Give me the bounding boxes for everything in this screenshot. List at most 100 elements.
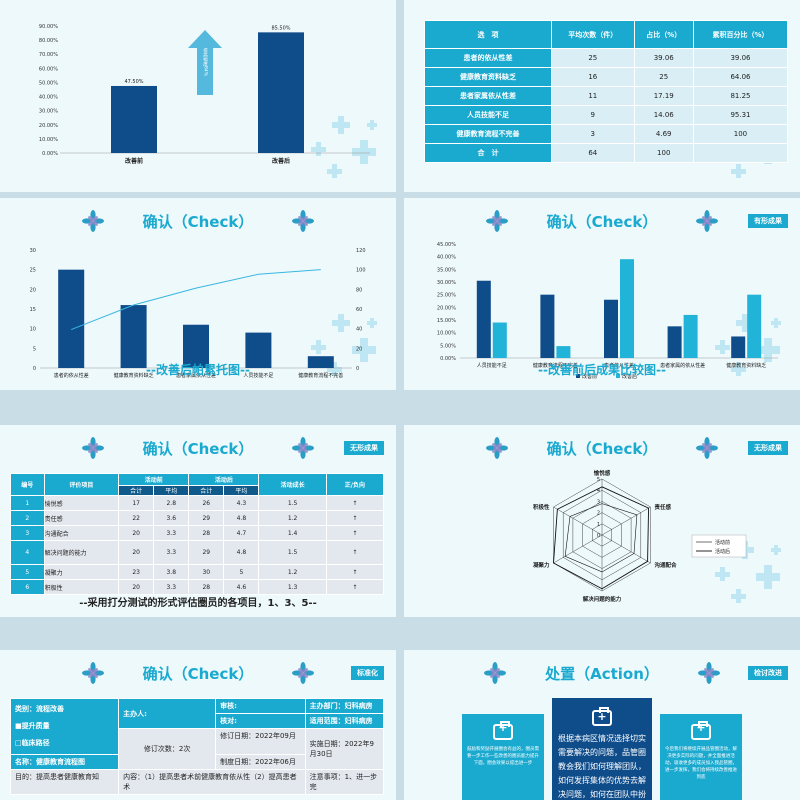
radar-axis-label: 解决问题的能力 bbox=[583, 595, 622, 603]
table-row: 人员技能不足 9 14.06 95.31 bbox=[423, 105, 789, 125]
column-subheader: 合计 bbox=[118, 485, 155, 496]
table-cell: 合 计 bbox=[423, 143, 553, 163]
bar bbox=[747, 294, 762, 358]
slide-radar[interactable]: 确认（Check） 无形成果 5 4 3 2 1 0 愉悦感 责任感 沟通配合 解决问题的能力 凝聚… bbox=[404, 425, 800, 617]
bar bbox=[556, 346, 571, 358]
table-cell: 28 bbox=[188, 579, 225, 595]
table-cell: 25 bbox=[633, 67, 694, 87]
table-cell: 5 bbox=[223, 564, 260, 580]
slide-intangible-table[interactable]: 确认（Check） 无形成果 编号 评价项目 活动前 活动后 活动成长 正/负向… bbox=[0, 425, 396, 617]
table-row: 健康教育流程不完善 3 4.69 100 bbox=[423, 124, 789, 144]
table-cell: 23 bbox=[118, 564, 155, 580]
action-text-right: 今后我们将继续开展品管圈活动，解决更多实际的问题，并全面推进活动，吸收更多的成员… bbox=[665, 747, 737, 780]
slide-title: 处置（Action） bbox=[545, 664, 659, 683]
y-tick-label: 15.00% bbox=[437, 318, 456, 324]
flower-icon bbox=[81, 437, 104, 459]
bar bbox=[245, 332, 272, 368]
table-row: 患者的依从性差 25 39.06 39.06 bbox=[423, 48, 789, 68]
bar bbox=[58, 269, 85, 368]
table-cell: 6 bbox=[10, 579, 45, 595]
slide-standardization[interactable]: 确认（Check） 标准化 类别：流程改善 ■提升质量 □临床路径 主办人: 审… bbox=[0, 650, 396, 800]
slide-before-after-compare[interactable]: 确认（Check） 有形成果 45.00% 40.00% 35.00% 30.00% 2… bbox=[404, 198, 800, 390]
arrow-up-icon bbox=[188, 30, 222, 95]
y2-tick-label: 20 bbox=[356, 346, 362, 352]
y-tick-label: 25.00% bbox=[437, 293, 456, 299]
table-cell: 95.31 bbox=[692, 105, 789, 125]
slide-improvement-bar[interactable]: 90.00% 80.00% 70.00% 60.00% 50.00% 40.00% 30.0… bbox=[0, 0, 396, 192]
table-cell: 1.5 bbox=[258, 540, 327, 565]
purpose-field: 目的：提高患者健康教育知 bbox=[9, 769, 120, 795]
table-cell: 4.3 bbox=[223, 495, 260, 511]
table-cell: 3.6 bbox=[153, 510, 190, 526]
bar bbox=[183, 324, 209, 368]
radar-spoke bbox=[601, 506, 651, 536]
radar-tick-label: 3 bbox=[597, 499, 600, 505]
table-row: 患者家属依从性差 11 17.19 81.25 bbox=[423, 86, 789, 106]
table-cell bbox=[692, 143, 789, 163]
improvement-bar-chart: 90.00% 80.00% 70.00% 60.00% 50.00% 40.00% 30.0… bbox=[39, 24, 370, 165]
table-cell: 20 bbox=[118, 540, 155, 565]
table-cell: 14.06 bbox=[633, 105, 694, 125]
table-cell: 29 bbox=[188, 510, 225, 526]
slide-action[interactable]: 处置（Action） 检讨改进 鼓励和奖励开展圈会有益的，圈员需要一步工作一些改… bbox=[404, 650, 800, 800]
column-header: 正/负向 bbox=[325, 473, 385, 496]
y-tick-label: 10 bbox=[30, 327, 36, 333]
table-cell: 20 bbox=[118, 579, 155, 595]
radar-axis-label: 愉悦感 bbox=[594, 469, 611, 477]
table-row: 3 沟通配合 20 3.3 28 4.7 1.4 ↑ bbox=[10, 525, 385, 541]
slide-header: 确认（Check） bbox=[0, 210, 396, 234]
legend-swatch bbox=[616, 374, 620, 378]
slide-title: 确认（Check） bbox=[142, 439, 254, 458]
table-cell: 健康教育资料缺乏 bbox=[423, 67, 553, 87]
action-box-left: 鼓励和奖励开展圈会有益的，圈员需要一步工作一些改善的圈员能力提升下面，圈会效果以… bbox=[462, 714, 544, 800]
radar-tick-label: 4 bbox=[597, 488, 600, 494]
table-cell: 4.6 bbox=[223, 579, 260, 595]
chart-caption: --改善前后成果比较图-- bbox=[538, 363, 666, 377]
y2-tick-label: 100 bbox=[356, 268, 366, 274]
radar-spoke bbox=[601, 534, 651, 564]
form-name: 名称：健康教育流程图 bbox=[9, 754, 120, 770]
slide-pareto-after[interactable]: 确认（Check） 30 25 20 15 10 5 0 120 100 80 60 40 20 0 患者的… bbox=[0, 198, 396, 390]
flower-icon bbox=[697, 662, 720, 684]
table-cell: 3.3 bbox=[153, 540, 190, 565]
bar bbox=[120, 305, 147, 368]
y-tick-label: 0.00% bbox=[42, 151, 58, 157]
table-cell: 4.7 bbox=[223, 525, 260, 541]
column-header: 占比（%） bbox=[633, 20, 694, 49]
table-cell: 4.8 bbox=[223, 510, 260, 526]
pareto-data-table: 选 项 平均次数（件） 占比（%） 累积百分比（%） 患者的依从性差 25 39.0… bbox=[423, 20, 789, 163]
flower-icon bbox=[292, 437, 315, 459]
standard-form-table: 类别：流程改善 ■提升质量 □临床路径 主办人: 审核: 主办部门：妇科病房 核… bbox=[9, 698, 385, 795]
table-cell: 3 bbox=[10, 525, 45, 541]
slide-pareto-table[interactable]: 选 项 平均次数（件） 占比（%） 累积百分比（%） 患者的依从性差 25 39.0… bbox=[404, 0, 800, 192]
y-tick-label: 50.00% bbox=[39, 80, 58, 86]
table-cell: ↑ bbox=[325, 510, 385, 526]
flower-icon bbox=[484, 662, 506, 684]
radar-tick-label: 5 bbox=[597, 477, 600, 483]
section-tag: 无形成果 bbox=[344, 441, 384, 455]
table-row: 2 责任感 22 3.6 29 4.8 1.2 ↑ bbox=[10, 510, 385, 526]
medical-kit-icon bbox=[592, 707, 612, 726]
radar-tick-label: 2 bbox=[597, 511, 600, 517]
table-row: 5 凝聚力 23 3.8 30 5 1.2 ↑ bbox=[10, 564, 385, 580]
arrow-label: 提高幅度84% bbox=[203, 47, 209, 77]
table-cell: 1 bbox=[10, 495, 45, 511]
medical-kit-icon bbox=[691, 721, 711, 740]
table-row: 4 解决问题的能力 20 3.3 29 4.8 1.5 ↑ bbox=[10, 540, 385, 565]
table-cell: 2.8 bbox=[153, 495, 190, 511]
action-box-right: 今后我们将继续开展品管圈活动，解决更多实际的问题，并全面推进活动，吸收更多的成员… bbox=[660, 714, 742, 800]
table-row: 健康教育资料缺乏 16 25 64.06 bbox=[423, 67, 789, 87]
data-label: 47.50% bbox=[124, 79, 143, 85]
column-subheader: 合计 bbox=[188, 485, 225, 496]
data-label: 85.50% bbox=[271, 25, 290, 31]
radar-axis-label: 责任感 bbox=[654, 503, 671, 511]
table-cell: 26 bbox=[188, 495, 225, 511]
radar-tick-label: 0 bbox=[597, 533, 600, 539]
y-tick-label: 0.00% bbox=[440, 356, 456, 362]
table-cell: 28 bbox=[188, 525, 225, 541]
section-tag: 标准化 bbox=[351, 666, 384, 680]
y2-tick-label: 120 bbox=[356, 248, 366, 254]
table-cell: 9 bbox=[551, 105, 635, 125]
section-tag: 无形成果 bbox=[748, 441, 788, 455]
